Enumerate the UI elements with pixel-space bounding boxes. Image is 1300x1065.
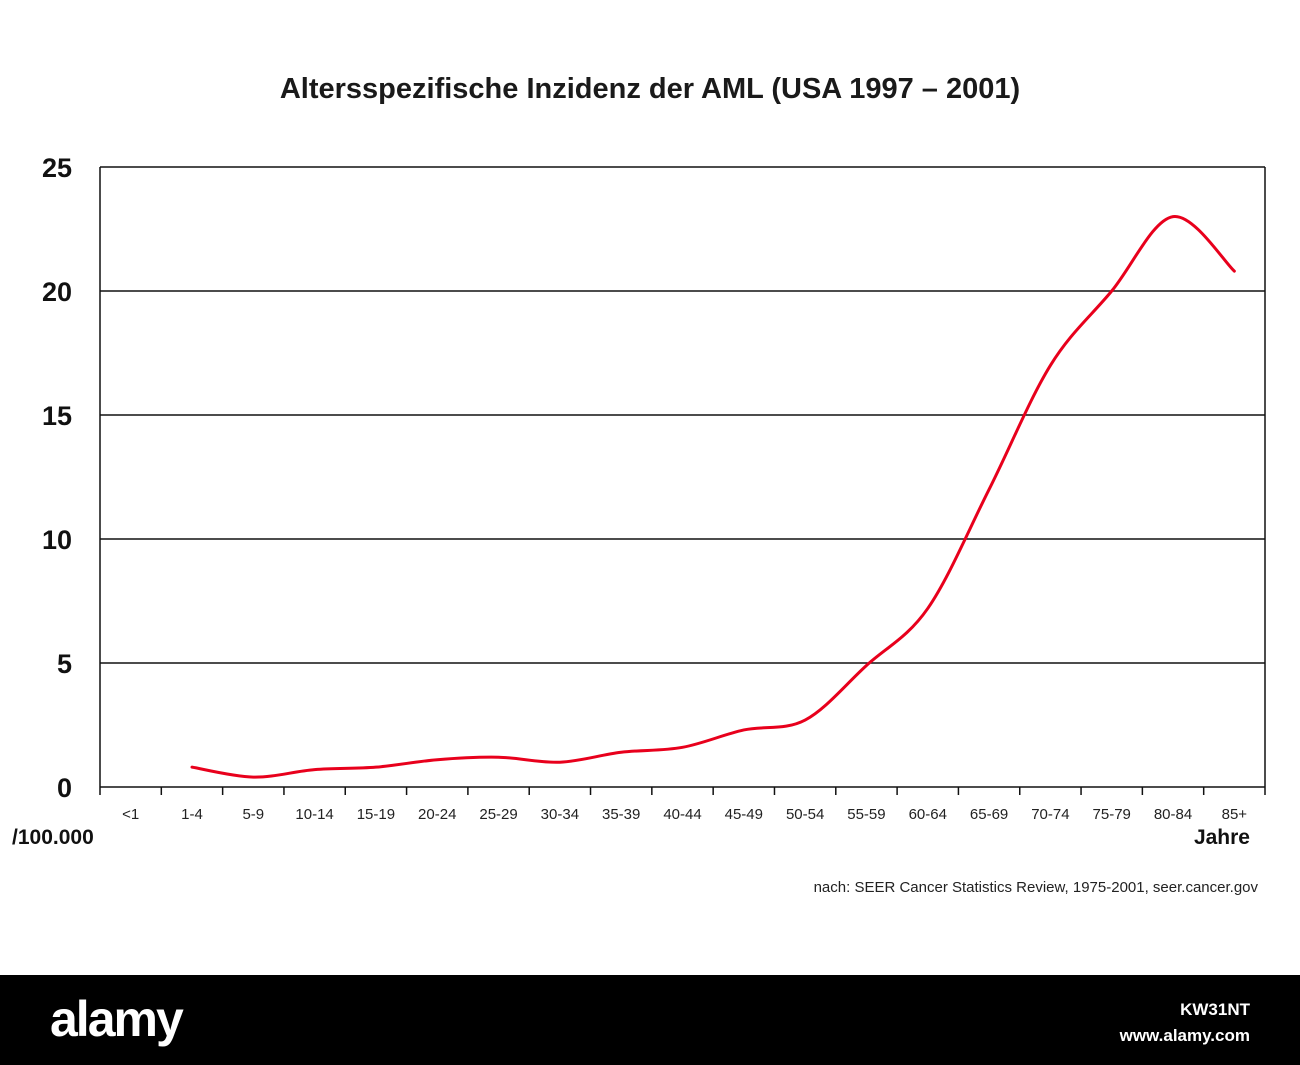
x-tick-25-29: 25-29 (479, 806, 517, 823)
y-unit-label: /100.000 (12, 826, 94, 849)
y-tick-0: 0 (57, 773, 72, 803)
image-id: KW31NT (1180, 1000, 1250, 1019)
axis-layer (99, 167, 1266, 795)
chart-title: Altersspezifische Inzidenz der AML (USA … (280, 73, 1020, 105)
series-line-0 (190, 215, 1236, 779)
source-note: nach: SEER Cancer Statistics Review, 197… (814, 879, 1259, 896)
x-tick-40-44: 40-44 (663, 806, 701, 823)
x-tick-35-39: 35-39 (602, 806, 640, 823)
x-tick-60-64: 60-64 (909, 806, 947, 823)
x-tick-70-74: 70-74 (1031, 806, 1069, 823)
x-tick-<1: <1 (122, 806, 139, 823)
x-tick-20-24: 20-24 (418, 806, 456, 823)
watermark-bar: alamy KW31NT www.alamy.com (0, 975, 1300, 1065)
x-tick-65-69: 65-69 (970, 806, 1008, 823)
y-tick-5: 5 (57, 649, 72, 679)
x-tick-10-14: 10-14 (295, 806, 333, 823)
x-tick-55-59: 55-59 (847, 806, 885, 823)
chart-area: Altersspezifische Inzidenz der AML (USA … (12, 73, 1266, 896)
y-tick-20: 20 (42, 277, 72, 307)
y-tick-labels: 0 5 10 15 20 25 (42, 153, 72, 803)
image-id-block: KW31NT www.alamy.com (1120, 997, 1250, 1049)
site-url: www.alamy.com (1119, 1026, 1250, 1045)
x-tick-labels: <1 1-4 5-9 10-14 15-19 20-24 25-29 30-34 35-39 40… (122, 806, 1247, 823)
grid-layer (100, 166, 1265, 664)
x-unit-label: Jahre (1194, 826, 1250, 849)
aml-incidence-chart: Altersspezifische Inzidenz der AML (USA … (12, 73, 1266, 896)
x-tick-15-19: 15-19 (357, 806, 395, 823)
x-tick-45-49: 45-49 (725, 806, 763, 823)
series-layer (190, 215, 1236, 779)
alamy-logo: alamy (50, 991, 184, 1047)
x-tick-5-9: 5-9 (242, 806, 264, 823)
x-tick-80-84: 80-84 (1154, 806, 1192, 823)
y-tick-10: 10 (42, 525, 72, 555)
x-tick-1-4: 1-4 (181, 806, 203, 823)
y-tick-25: 25 (42, 153, 72, 183)
x-tick-75-79: 75-79 (1093, 806, 1131, 823)
x-tick-30-34: 30-34 (541, 806, 579, 823)
x-tick-85+: 85+ (1222, 806, 1248, 823)
y-tick-15: 15 (42, 401, 72, 431)
x-tick-50-54: 50-54 (786, 806, 824, 823)
